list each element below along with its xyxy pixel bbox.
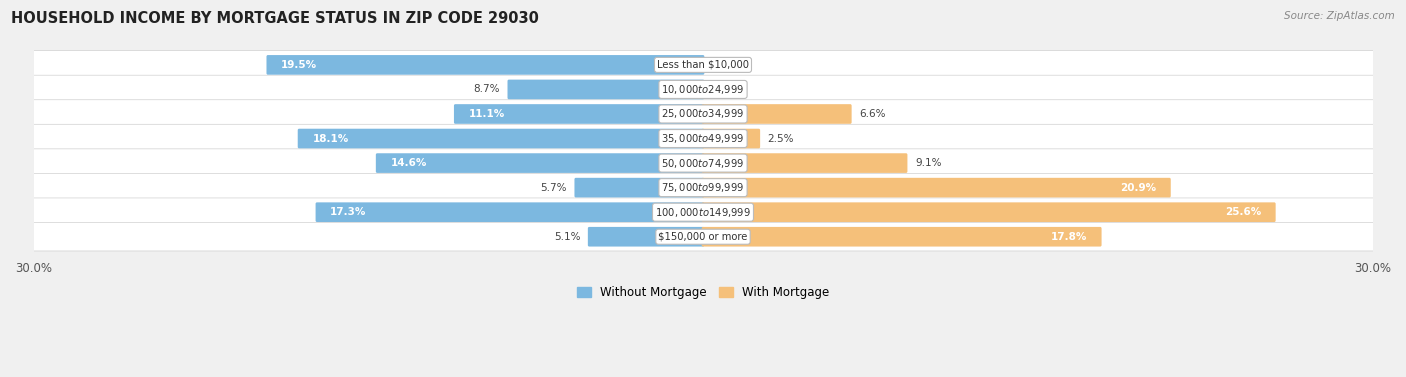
- Text: 5.1%: 5.1%: [554, 232, 581, 242]
- Text: 9.1%: 9.1%: [915, 158, 942, 168]
- Text: $75,000 to $99,999: $75,000 to $99,999: [661, 181, 745, 194]
- Text: $100,000 to $149,999: $100,000 to $149,999: [655, 206, 751, 219]
- FancyBboxPatch shape: [588, 227, 704, 247]
- FancyBboxPatch shape: [298, 129, 704, 149]
- FancyBboxPatch shape: [267, 55, 704, 75]
- FancyBboxPatch shape: [702, 104, 852, 124]
- Text: 20.9%: 20.9%: [1121, 182, 1156, 193]
- FancyBboxPatch shape: [454, 104, 704, 124]
- FancyBboxPatch shape: [21, 222, 1385, 251]
- Text: 5.7%: 5.7%: [540, 182, 567, 193]
- FancyBboxPatch shape: [21, 51, 1385, 79]
- FancyBboxPatch shape: [315, 202, 704, 222]
- FancyBboxPatch shape: [21, 100, 1385, 128]
- Text: 17.8%: 17.8%: [1050, 232, 1087, 242]
- Text: $10,000 to $24,999: $10,000 to $24,999: [661, 83, 745, 96]
- FancyBboxPatch shape: [702, 178, 1171, 198]
- FancyBboxPatch shape: [508, 80, 704, 99]
- FancyBboxPatch shape: [21, 75, 1385, 104]
- Text: 17.3%: 17.3%: [330, 207, 367, 217]
- FancyBboxPatch shape: [702, 153, 907, 173]
- Text: $50,000 to $74,999: $50,000 to $74,999: [661, 156, 745, 170]
- Legend: Without Mortgage, With Mortgage: Without Mortgage, With Mortgage: [572, 281, 834, 304]
- Text: 6.6%: 6.6%: [859, 109, 886, 119]
- FancyBboxPatch shape: [702, 227, 1101, 247]
- Text: 19.5%: 19.5%: [281, 60, 318, 70]
- FancyBboxPatch shape: [702, 129, 761, 149]
- Text: Less than $10,000: Less than $10,000: [657, 60, 749, 70]
- FancyBboxPatch shape: [21, 124, 1385, 153]
- Text: $35,000 to $49,999: $35,000 to $49,999: [661, 132, 745, 145]
- FancyBboxPatch shape: [575, 178, 704, 198]
- Text: $25,000 to $34,999: $25,000 to $34,999: [661, 107, 745, 121]
- Text: $150,000 or more: $150,000 or more: [658, 232, 748, 242]
- FancyBboxPatch shape: [21, 198, 1385, 227]
- FancyBboxPatch shape: [375, 153, 704, 173]
- Text: 18.1%: 18.1%: [312, 133, 349, 144]
- FancyBboxPatch shape: [21, 173, 1385, 202]
- Text: 25.6%: 25.6%: [1225, 207, 1261, 217]
- Text: 8.7%: 8.7%: [474, 84, 501, 94]
- FancyBboxPatch shape: [702, 202, 1275, 222]
- Text: 2.5%: 2.5%: [768, 133, 794, 144]
- Text: 11.1%: 11.1%: [468, 109, 505, 119]
- Text: Source: ZipAtlas.com: Source: ZipAtlas.com: [1284, 11, 1395, 21]
- Text: 14.6%: 14.6%: [391, 158, 427, 168]
- FancyBboxPatch shape: [21, 149, 1385, 177]
- Text: HOUSEHOLD INCOME BY MORTGAGE STATUS IN ZIP CODE 29030: HOUSEHOLD INCOME BY MORTGAGE STATUS IN Z…: [11, 11, 538, 26]
